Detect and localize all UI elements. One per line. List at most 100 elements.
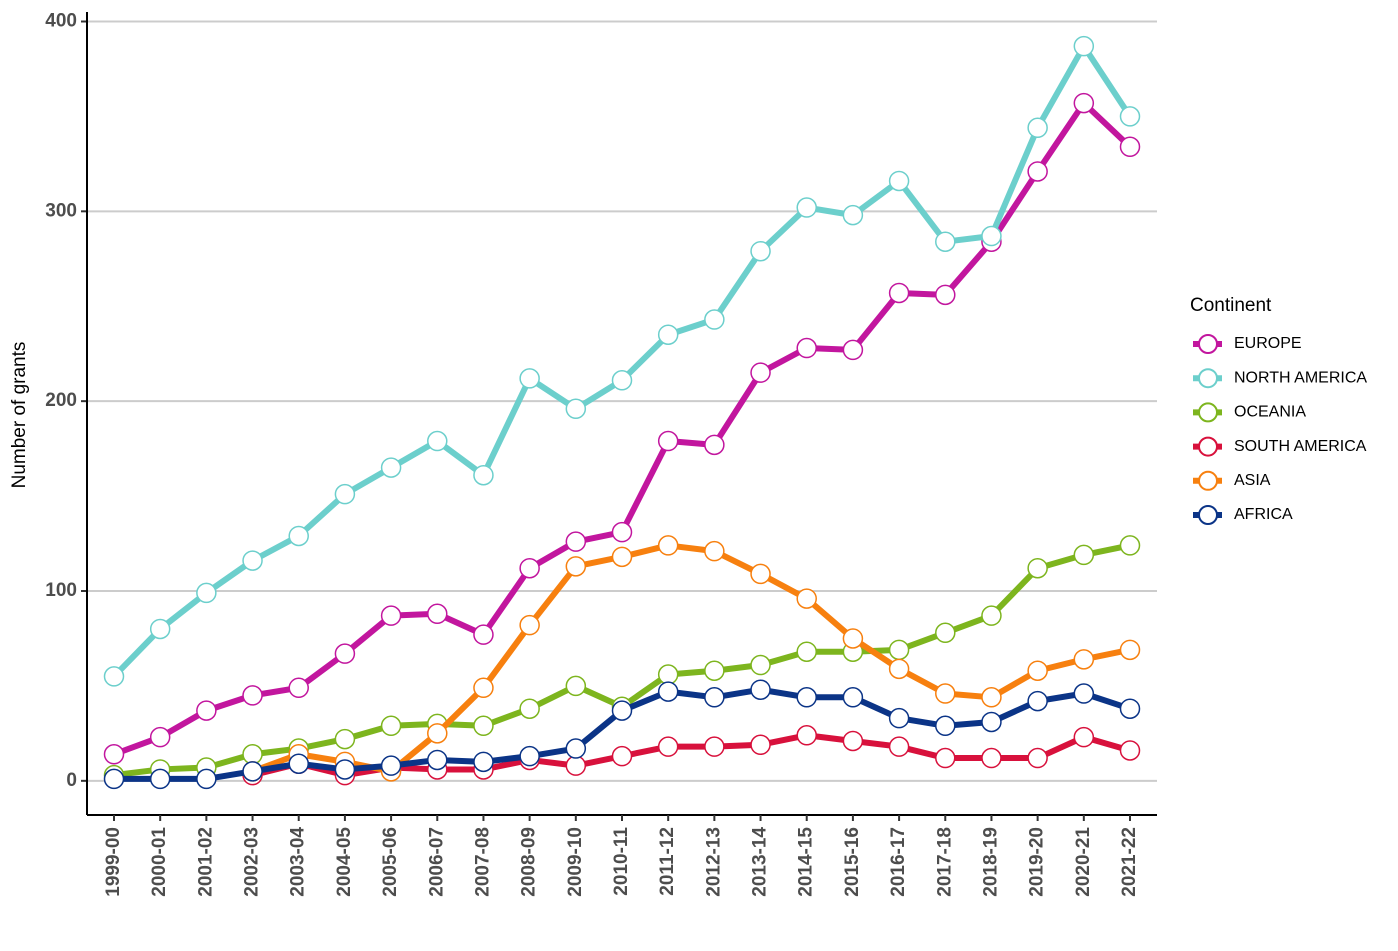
data-point (288, 525, 309, 547)
data-point (427, 603, 448, 625)
data-point (288, 677, 309, 699)
data-point (196, 582, 217, 604)
series-line (113, 542, 1131, 779)
series-line (112, 100, 1133, 758)
data-point (935, 622, 956, 644)
data-point (842, 339, 864, 361)
legend-label: AFRICA (1234, 506, 1293, 523)
data-point (657, 430, 679, 452)
data-point (796, 588, 817, 609)
x-tick-label: 2006-07 (426, 827, 447, 897)
data-point (888, 282, 910, 304)
series-line (251, 542, 1131, 775)
data-point (242, 685, 263, 706)
y-tick-label: 200 (45, 390, 77, 411)
data-point (1119, 535, 1141, 556)
legend-label: ASIA (1234, 472, 1271, 489)
data-point (1027, 557, 1048, 579)
legend-marker (1198, 334, 1218, 354)
data-point (1119, 106, 1141, 127)
data-point (149, 768, 171, 790)
data-point (935, 683, 956, 704)
data-point (611, 370, 633, 391)
data-point (750, 563, 771, 585)
data-point (519, 614, 540, 636)
x-tick-label: 2018-19 (980, 827, 1001, 897)
data-point (1027, 117, 1048, 139)
data-point (796, 337, 817, 359)
data-point (842, 204, 864, 226)
data-point (657, 736, 679, 757)
data-point (750, 362, 771, 383)
data-point (657, 324, 679, 345)
data-point (196, 700, 217, 721)
data-point (888, 736, 910, 757)
data-point (334, 759, 356, 780)
data-point (657, 664, 679, 685)
data-point (196, 768, 217, 790)
legend-marker (1198, 505, 1218, 525)
series-line (111, 43, 1133, 679)
x-tick-label: 2007-08 (472, 827, 493, 897)
data-point (103, 744, 125, 765)
x-tick-label: 2003-04 (288, 827, 309, 897)
data-point (1073, 35, 1095, 57)
x-tick-label: 2004-05 (334, 827, 355, 897)
data-point (750, 240, 771, 262)
data-point (380, 715, 402, 737)
data-point (473, 624, 494, 645)
data-point (473, 715, 494, 737)
data-point (888, 170, 910, 192)
x-tick-label: 2011-12 (657, 827, 678, 896)
data-point (1027, 161, 1048, 182)
data-point (704, 309, 725, 330)
data-point (519, 698, 540, 719)
legend-label: SOUTH AMERICA (1234, 438, 1367, 455)
data-point (796, 687, 817, 708)
data-point (750, 734, 771, 756)
x-tick-label: 2017-18 (934, 827, 955, 897)
data-point (427, 749, 448, 771)
x-tick-label: 2002-03 (242, 827, 263, 897)
data-point (935, 284, 956, 306)
y-tick-label: 0 (66, 770, 77, 791)
data-point (519, 557, 540, 579)
data-point (473, 751, 494, 773)
legend-label: NORTH AMERICA (1234, 369, 1367, 386)
data-point (935, 715, 956, 737)
legend-label: OCEANIA (1234, 404, 1306, 421)
data-point (565, 675, 587, 697)
x-tick-label: 2016-17 (888, 827, 909, 897)
data-point (611, 745, 633, 767)
data-point (704, 736, 725, 757)
data-point (242, 550, 263, 571)
y-tick-label: 400 (45, 11, 77, 32)
data-point (611, 546, 633, 568)
data-point (888, 707, 910, 729)
data-point (842, 687, 864, 708)
data-point (1119, 740, 1141, 761)
legend-marker (1198, 368, 1218, 389)
data-point (704, 660, 725, 681)
data-point (750, 679, 771, 700)
x-tick-label: 2012-13 (703, 827, 724, 897)
data-point (981, 605, 1002, 626)
legend-title: Continent (1190, 295, 1272, 316)
legend-label: EUROPE (1234, 335, 1302, 352)
data-point (1073, 92, 1095, 114)
data-point (334, 643, 356, 664)
data-point (1119, 639, 1141, 661)
data-point (611, 700, 633, 721)
data-point (842, 628, 864, 649)
data-point (565, 531, 587, 552)
legend-marker (1198, 436, 1218, 457)
data-point (1073, 649, 1095, 670)
data-point (888, 639, 910, 661)
x-tick-label: 2013-14 (750, 827, 771, 897)
x-tick-label: 2009-10 (565, 827, 586, 897)
data-point (103, 768, 125, 790)
data-point (380, 605, 402, 626)
data-point (565, 755, 587, 776)
data-point (427, 723, 448, 744)
